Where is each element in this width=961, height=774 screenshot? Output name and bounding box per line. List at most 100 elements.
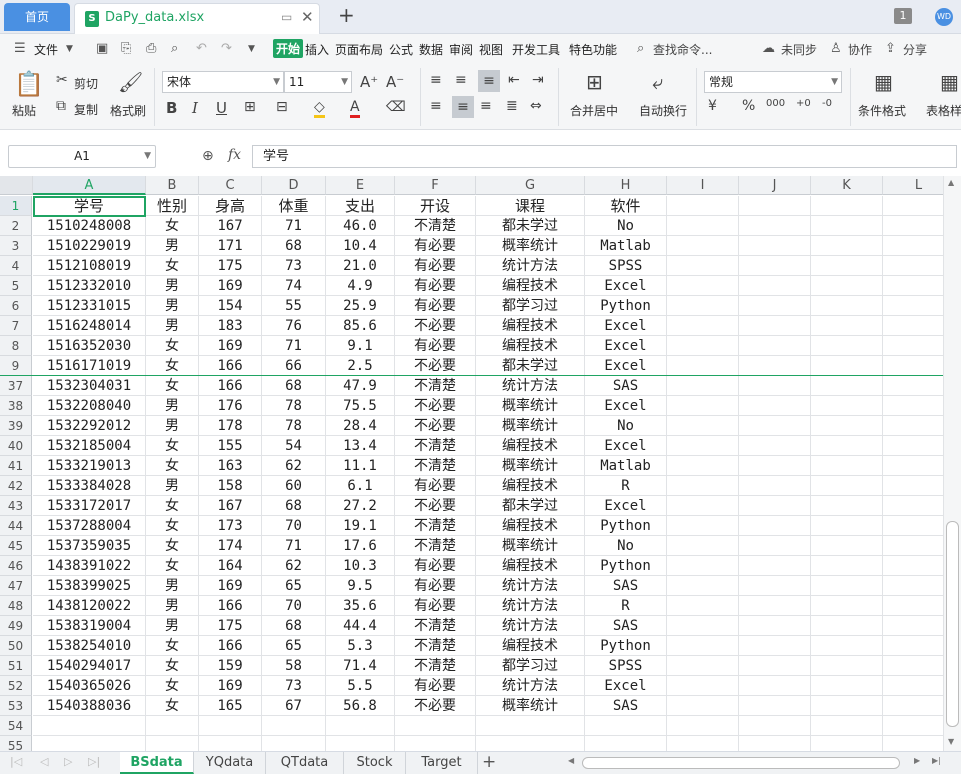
- column-header-h[interactable]: H: [585, 176, 667, 195]
- header-cell[interactable]: [883, 196, 943, 216]
- table-cell[interactable]: 75.5: [326, 396, 395, 416]
- column-header-f[interactable]: F: [395, 176, 476, 195]
- table-cell[interactable]: 男: [146, 296, 199, 316]
- table-cell[interactable]: 71: [262, 336, 326, 356]
- table-cell[interactable]: [739, 396, 811, 416]
- table-cell[interactable]: [739, 496, 811, 516]
- decrease-decimal-icon[interactable]: -0: [822, 98, 832, 109]
- menu-tab-developer[interactable]: 开发工具: [512, 43, 561, 57]
- table-cell[interactable]: [146, 736, 199, 751]
- table-cell[interactable]: [739, 356, 811, 376]
- table-cell[interactable]: 175: [199, 256, 262, 276]
- table-cell[interactable]: 编程技术: [476, 556, 585, 576]
- table-cell[interactable]: 不清楚: [395, 536, 476, 556]
- table-cell[interactable]: [811, 676, 883, 696]
- table-cell[interactable]: 71: [262, 216, 326, 236]
- table-cell[interactable]: [739, 716, 811, 736]
- copy-button[interactable]: 复制: [74, 103, 99, 117]
- table-cell[interactable]: 女: [146, 356, 199, 376]
- next-sheet-icon[interactable]: ▷: [64, 755, 73, 768]
- last-sheet-icon[interactable]: ▷|: [88, 755, 101, 768]
- table-cell[interactable]: 73: [262, 676, 326, 696]
- table-cell[interactable]: 1537288004: [33, 516, 146, 536]
- table-cell[interactable]: [811, 216, 883, 236]
- table-cell[interactable]: 10.4: [326, 236, 395, 256]
- table-cell[interactable]: 1512332010: [33, 276, 146, 296]
- table-cell[interactable]: [883, 676, 943, 696]
- sheet-tab-bsdata[interactable]: BSdata: [120, 752, 194, 774]
- table-cell[interactable]: 10.3: [326, 556, 395, 576]
- table-cell[interactable]: 67: [262, 696, 326, 716]
- table-cell[interactable]: 62: [262, 556, 326, 576]
- prev-sheet-icon[interactable]: ◁: [40, 755, 49, 768]
- table-style-button[interactable]: 表格样: [926, 104, 961, 118]
- table-cell[interactable]: [739, 216, 811, 236]
- header-cell[interactable]: [667, 196, 739, 216]
- table-cell[interactable]: 78: [262, 396, 326, 416]
- row-header[interactable]: 43: [0, 496, 32, 516]
- sheet-tab-qtdata[interactable]: QTdata: [266, 752, 344, 774]
- format-painter-icon[interactable]: 🖌: [118, 70, 144, 94]
- table-cell[interactable]: [739, 336, 811, 356]
- table-cell[interactable]: 不清楚: [395, 636, 476, 656]
- table-cell[interactable]: [811, 296, 883, 316]
- row-header[interactable]: 37: [0, 376, 32, 396]
- table-cell[interactable]: [811, 516, 883, 536]
- menu-file[interactable]: 文件: [34, 43, 59, 57]
- table-cell[interactable]: [883, 616, 943, 636]
- add-sheet-button[interactable]: +: [482, 752, 497, 772]
- close-tab-icon[interactable]: ✕: [301, 8, 314, 26]
- table-cell[interactable]: [811, 636, 883, 656]
- table-cell[interactable]: [667, 556, 739, 576]
- table-cell[interactable]: [811, 376, 883, 396]
- table-cell[interactable]: [667, 576, 739, 596]
- table-cell[interactable]: 不必要: [395, 396, 476, 416]
- table-cell[interactable]: [883, 336, 943, 356]
- table-cell[interactable]: 27.2: [326, 496, 395, 516]
- table-cell[interactable]: [585, 736, 667, 751]
- header-cell[interactable]: 课程: [476, 196, 585, 216]
- table-cell[interactable]: 不必要: [395, 696, 476, 716]
- table-cell[interactable]: 58: [262, 656, 326, 676]
- table-cell[interactable]: [811, 616, 883, 636]
- save-icon[interactable]: ▣: [96, 41, 109, 56]
- table-cell[interactable]: [739, 516, 811, 536]
- table-cell[interactable]: 女: [146, 256, 199, 276]
- table-cell[interactable]: 65: [262, 576, 326, 596]
- table-cell[interactable]: 176: [199, 396, 262, 416]
- table-cell[interactable]: 有必要: [395, 336, 476, 356]
- table-cell[interactable]: [739, 256, 811, 276]
- table-cell[interactable]: 概率统计: [476, 396, 585, 416]
- table-cell[interactable]: [585, 716, 667, 736]
- row-header[interactable]: 51: [0, 656, 32, 676]
- table-cell[interactable]: 有必要: [395, 576, 476, 596]
- wrap-text-button[interactable]: 自动换行: [639, 104, 688, 118]
- row-header[interactable]: 44: [0, 516, 32, 536]
- cut-button[interactable]: 剪切: [74, 77, 99, 91]
- font-color-icon[interactable]: A: [350, 99, 360, 118]
- table-cell[interactable]: [811, 536, 883, 556]
- table-cell[interactable]: [667, 296, 739, 316]
- table-cell[interactable]: 男: [146, 396, 199, 416]
- row-header[interactable]: 9: [0, 356, 32, 376]
- table-cell[interactable]: [667, 696, 739, 716]
- merge-center-button[interactable]: 合并居中: [570, 104, 619, 118]
- table-cell[interactable]: 70: [262, 596, 326, 616]
- table-cell[interactable]: [883, 416, 943, 436]
- row-header[interactable]: 4: [0, 256, 32, 276]
- row-header[interactable]: 5: [0, 276, 32, 296]
- scroll-end-icon[interactable]: ▶|: [932, 756, 941, 765]
- table-cell[interactable]: 不清楚: [395, 456, 476, 476]
- table-cell[interactable]: 编程技术: [476, 276, 585, 296]
- table-cell[interactable]: 13.4: [326, 436, 395, 456]
- table-cell[interactable]: 女: [146, 516, 199, 536]
- table-cell[interactable]: 男: [146, 236, 199, 256]
- table-cell[interactable]: [739, 276, 811, 296]
- thousands-separator-icon[interactable]: 000: [766, 98, 786, 109]
- table-cell[interactable]: 1540388036: [33, 696, 146, 716]
- command-search[interactable]: 查找命令...: [653, 43, 713, 57]
- table-cell[interactable]: [667, 536, 739, 556]
- table-cell[interactable]: [883, 436, 943, 456]
- menu-tab-insert[interactable]: 插入: [305, 43, 330, 57]
- menu-tab-page-layout[interactable]: 页面布局: [335, 43, 384, 57]
